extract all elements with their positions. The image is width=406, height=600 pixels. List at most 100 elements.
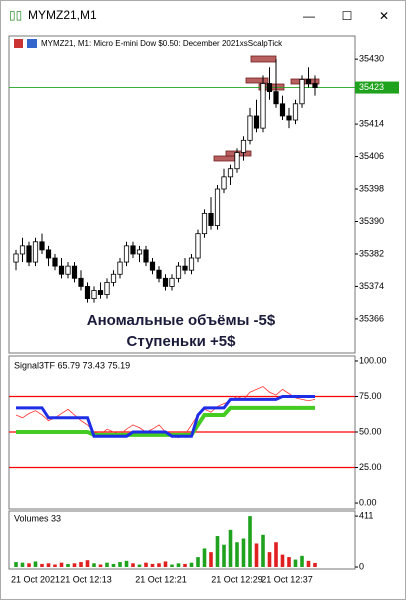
candle-body <box>227 168 234 178</box>
candle-body <box>247 115 253 141</box>
volume-bar <box>300 555 304 568</box>
y-tick-label: 100.00 <box>359 355 387 365</box>
candle-body <box>221 176 227 190</box>
y-tick-label: 35414 <box>359 118 384 128</box>
volume-bar <box>254 543 259 568</box>
toolbar-icon <box>27 39 37 48</box>
volume-panel <box>8 510 356 570</box>
volume-bar <box>33 561 38 568</box>
candle-body <box>91 290 97 300</box>
candle-body <box>292 103 299 121</box>
price-panel <box>8 35 356 354</box>
volume-bar <box>267 552 272 568</box>
volume-bar <box>248 516 252 568</box>
volume-bar <box>202 548 207 568</box>
candle-body <box>97 290 104 295</box>
volume-bar <box>163 561 168 568</box>
volume-bar <box>176 563 181 568</box>
volume-bar <box>105 562 109 568</box>
y-tick-label: 35430 <box>359 54 384 64</box>
minimize-button[interactable]: — <box>303 9 315 23</box>
annotation: Ступеньки +5$ <box>127 333 237 350</box>
candle-body <box>253 115 260 129</box>
volume-bar <box>150 563 155 568</box>
time-label: 21 Oct 12:37 <box>261 574 313 584</box>
maximize-button[interactable]: ☐ <box>342 9 353 23</box>
candle-body <box>162 277 169 287</box>
volume-bar <box>215 536 220 568</box>
y-tick-label: 35374 <box>359 281 384 291</box>
candle-body <box>130 245 136 255</box>
volume-bar <box>313 562 317 568</box>
volume-bar <box>189 562 194 568</box>
volume-bar <box>261 534 265 568</box>
volume-bar <box>124 560 129 568</box>
volume-bar <box>222 544 226 568</box>
y-tick-label: 35398 <box>359 183 384 193</box>
window-title: MYMZ21,M1 <box>28 8 97 22</box>
candle-body <box>149 261 156 271</box>
candle-body <box>84 286 91 300</box>
volume-bar <box>137 564 142 568</box>
indicator-line <box>16 405 315 437</box>
level-box <box>245 77 269 84</box>
candle-body <box>240 139 247 153</box>
y-tick-label: 50.00 <box>359 426 382 436</box>
candle-body <box>104 281 110 295</box>
candle-body <box>143 249 149 263</box>
volume-bar <box>66 563 70 568</box>
y-tick-label: 35390 <box>359 216 384 226</box>
volume-bar <box>98 564 103 568</box>
time-label: 21 Oct 2021 <box>11 574 60 584</box>
candle-body <box>78 277 84 287</box>
candle-body <box>71 265 78 279</box>
volume-bar <box>79 562 83 568</box>
volume-bar <box>274 542 278 568</box>
current-price-box <box>355 81 399 94</box>
candle-body <box>208 212 214 226</box>
volume-bar <box>196 557 200 568</box>
candle-body <box>234 152 240 170</box>
candle-body <box>52 257 58 267</box>
volume-bar <box>293 559 298 568</box>
y-tick-label: 35382 <box>359 248 384 258</box>
volume-bar <box>241 538 246 568</box>
toolbar-icon <box>14 39 23 48</box>
volume-bar <box>92 563 96 568</box>
volume-bar <box>111 563 116 568</box>
chart-header: MYMZ21, M1: Micro E-mini Dow $0.50: Dece… <box>41 39 283 48</box>
volume-bar <box>306 560 311 568</box>
candle-body <box>175 265 182 279</box>
candle-body <box>188 257 195 271</box>
annotation: Аномальные объёмы -5$ <box>87 312 276 329</box>
y-tick-label: 35406 <box>359 151 384 161</box>
time-label: 21 Oct 12:21 <box>135 574 187 584</box>
volume-bar <box>72 563 77 568</box>
volume-bar <box>228 529 233 568</box>
candle-body <box>260 83 266 129</box>
volume-bar <box>20 562 25 568</box>
indicator-line <box>16 394 315 438</box>
candle-body <box>273 91 279 105</box>
candle-body <box>286 115 292 121</box>
candle-body <box>312 83 318 88</box>
candle-body <box>279 103 286 117</box>
candle-body <box>123 245 130 263</box>
y-tick-label: 0 <box>359 561 364 571</box>
volume-bar <box>144 562 148 568</box>
candle-body <box>182 265 188 271</box>
candle-body <box>58 265 65 275</box>
volume-bar <box>209 552 213 568</box>
volume-bar <box>40 563 44 568</box>
candle-body <box>169 277 175 287</box>
volume-bar <box>118 562 122 568</box>
time-label: 21 Oct 12:29 <box>211 574 263 584</box>
candle-body <box>201 212 208 235</box>
candle-body <box>305 79 312 84</box>
candle-body <box>110 273 117 283</box>
close-button[interactable]: ✕ <box>379 9 389 23</box>
y-tick-label: 25.00 <box>359 462 382 472</box>
volume-bar <box>131 563 135 568</box>
candle-body <box>26 245 32 263</box>
